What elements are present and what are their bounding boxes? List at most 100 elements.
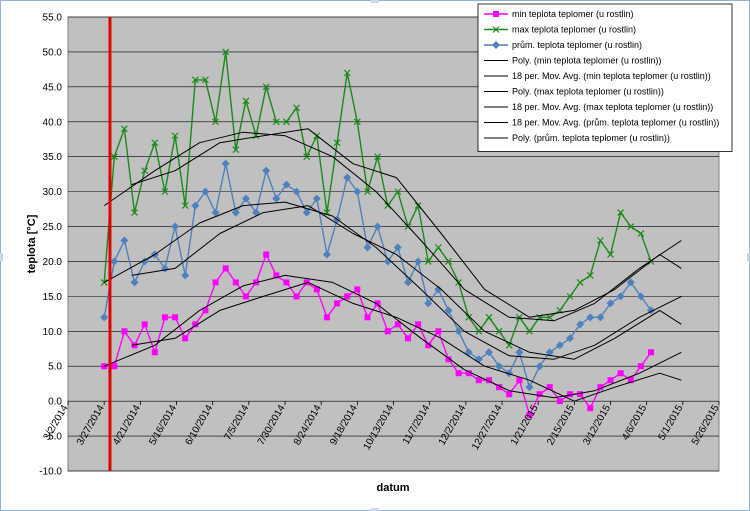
data-point xyxy=(111,363,118,370)
data-point xyxy=(403,278,412,287)
data-point xyxy=(424,299,433,308)
legend-label: min teplota teplomer (u rostlin) xyxy=(512,9,634,19)
data-point xyxy=(414,257,423,266)
data-point xyxy=(485,313,493,321)
series-1 xyxy=(100,48,655,349)
data-point xyxy=(596,313,605,322)
data-point xyxy=(344,293,351,300)
legend-item: 18 per. Mov. Avg. (prům. teplota teplome… xyxy=(484,118,719,128)
y-axis-ticks: 55.0 50.0 45.0 40.0 35.0 30.0 25.0 20.0 15.0 10.0… xyxy=(39,13,62,478)
series-line xyxy=(131,205,682,360)
data-point xyxy=(130,278,139,287)
data-point xyxy=(262,166,271,175)
y-tick-label: 50.0 xyxy=(43,47,63,58)
y-tick-label: 0.0 xyxy=(48,397,62,408)
data-point xyxy=(172,314,179,321)
data-point xyxy=(212,118,219,126)
data-point xyxy=(617,209,625,216)
data-point xyxy=(444,306,453,315)
legend-swatch-marker xyxy=(492,41,500,49)
data-point xyxy=(353,187,362,196)
data-point xyxy=(425,342,432,349)
data-point xyxy=(565,334,574,343)
data-point xyxy=(202,76,209,84)
resize-handle-left[interactable] xyxy=(0,253,3,261)
legend-item: prům. teplota teplomer (u rostlin) xyxy=(484,40,642,50)
data-point xyxy=(587,405,594,412)
data-point xyxy=(242,97,250,105)
data-point xyxy=(596,237,604,244)
series-8 xyxy=(103,201,682,360)
series-3 xyxy=(104,274,682,399)
data-point xyxy=(484,348,493,357)
legend-item: 18 per. Mov. Avg. (min teplota teplomer … xyxy=(484,71,711,81)
data-point xyxy=(546,384,553,391)
series-0 xyxy=(101,251,655,419)
legend-label: 18 per. Mov. Avg. (min teplota teplomer … xyxy=(512,71,711,81)
data-point xyxy=(577,391,584,398)
resize-handle-right[interactable] xyxy=(747,253,750,261)
data-point xyxy=(313,286,320,293)
series-line xyxy=(103,131,682,322)
data-point xyxy=(496,384,503,391)
legend-label: Poly. (prům. teplota teplomer (u rostlin… xyxy=(512,133,670,143)
legend-label: prům. teplota teplomer (u rostlin) xyxy=(512,40,642,50)
data-point xyxy=(293,104,300,112)
data-point xyxy=(566,292,574,300)
legend-swatch-marker xyxy=(492,26,500,33)
data-point xyxy=(110,257,119,266)
series-line xyxy=(131,281,682,402)
data-point xyxy=(424,258,432,265)
data-point xyxy=(283,118,290,126)
data-point xyxy=(434,244,442,251)
data-point xyxy=(525,383,534,392)
data-point xyxy=(302,208,311,217)
data-point xyxy=(576,278,584,286)
data-point xyxy=(383,257,392,266)
data-point xyxy=(374,300,381,307)
data-point xyxy=(505,369,514,378)
data-point xyxy=(626,278,635,287)
data-point xyxy=(171,222,180,231)
data-point xyxy=(586,272,594,279)
data-point xyxy=(282,180,291,189)
data-point xyxy=(607,377,614,384)
data-point xyxy=(272,194,281,203)
data-point xyxy=(566,391,573,398)
data-point xyxy=(191,76,199,84)
series-layer xyxy=(100,17,682,471)
data-point xyxy=(232,146,240,154)
data-point xyxy=(211,208,220,217)
resize-handle-bottom[interactable] xyxy=(371,508,379,511)
data-point xyxy=(586,313,595,322)
y-tick-label: 25.0 xyxy=(43,222,63,233)
data-point xyxy=(222,265,229,272)
y-tick-label: 55.0 xyxy=(43,13,63,24)
legend-box xyxy=(477,3,733,152)
data-point xyxy=(201,187,210,196)
series-7 xyxy=(131,205,682,360)
data-point xyxy=(445,258,452,265)
data-point xyxy=(364,188,371,196)
data-point xyxy=(151,349,158,356)
legend-item: max teplota teplomer (u rostlin) xyxy=(484,25,636,35)
data-point xyxy=(495,362,504,371)
data-point xyxy=(475,377,482,384)
data-point xyxy=(221,159,230,168)
data-point xyxy=(212,279,219,286)
data-point xyxy=(303,153,311,161)
series-4 xyxy=(131,281,682,402)
resize-handle-top[interactable] xyxy=(371,0,379,3)
data-point xyxy=(617,370,624,377)
data-point xyxy=(191,201,200,210)
data-point xyxy=(202,307,209,314)
data-point xyxy=(607,251,614,258)
data-point xyxy=(272,118,280,126)
data-point xyxy=(516,377,523,384)
legend-label: 18 per. Mov. Avg. (prům. teplota teplome… xyxy=(512,118,719,128)
legend-label: Poly. (max teplota teplomer (u rostlin)) xyxy=(512,87,664,97)
legend-label: max teplota teplomer (u rostlin) xyxy=(512,25,636,35)
data-point xyxy=(100,278,108,286)
data-point xyxy=(181,202,189,210)
y-tick-label: 45.0 xyxy=(43,82,63,93)
